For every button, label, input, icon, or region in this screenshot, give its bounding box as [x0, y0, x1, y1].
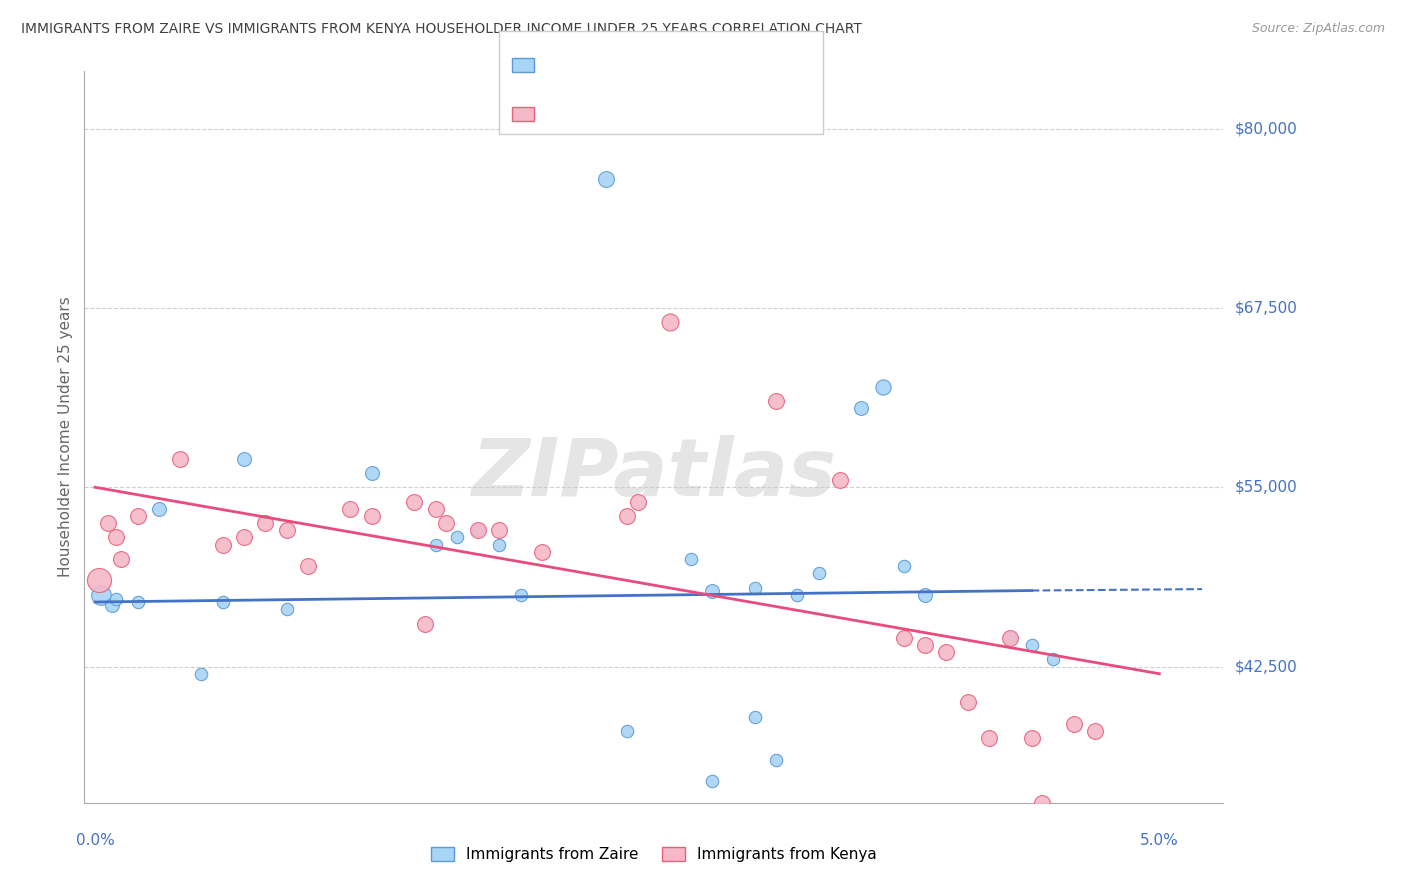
Point	[1031, 796, 1053, 810]
Text: R =: R =	[541, 51, 569, 65]
Point	[467, 524, 489, 538]
Point	[658, 315, 681, 329]
Point	[297, 559, 319, 574]
Point	[702, 774, 724, 789]
Legend: Immigrants from Zaire, Immigrants from Kenya: Immigrants from Zaire, Immigrants from K…	[425, 841, 883, 868]
Point	[627, 494, 650, 508]
Point	[276, 524, 298, 538]
Point	[488, 538, 510, 552]
Point	[935, 645, 957, 659]
Point	[101, 598, 124, 612]
Point	[509, 588, 531, 602]
Text: N =: N =	[657, 51, 686, 65]
Text: $42,500: $42,500	[1234, 659, 1298, 674]
Point	[467, 524, 489, 538]
Point	[127, 508, 149, 523]
Point	[148, 501, 170, 516]
Point	[233, 451, 256, 466]
Point	[339, 501, 361, 516]
Point	[488, 524, 510, 538]
Point	[851, 401, 873, 416]
Point	[1063, 717, 1085, 731]
Point	[434, 516, 457, 530]
Point	[1084, 724, 1107, 739]
Point	[413, 616, 436, 631]
Point	[1042, 652, 1064, 666]
Point	[914, 588, 936, 602]
Text: $55,000: $55,000	[1234, 480, 1298, 495]
Point	[110, 552, 132, 566]
Text: 5.0%: 5.0%	[1140, 833, 1178, 848]
Point	[97, 516, 120, 530]
Point	[425, 538, 447, 552]
Point	[425, 501, 447, 516]
Point	[914, 638, 936, 652]
Point	[744, 581, 766, 595]
Point	[90, 588, 112, 602]
Point	[531, 545, 554, 559]
Text: -0.474: -0.474	[591, 104, 645, 119]
Point	[446, 531, 468, 545]
Point	[233, 531, 256, 545]
Point	[254, 516, 277, 530]
Text: $80,000: $80,000	[1234, 121, 1298, 136]
Point	[211, 538, 233, 552]
Text: IMMIGRANTS FROM ZAIRE VS IMMIGRANTS FROM KENYA HOUSEHOLDER INCOME UNDER 25 YEARS: IMMIGRANTS FROM ZAIRE VS IMMIGRANTS FROM…	[21, 22, 862, 37]
Point	[127, 595, 149, 609]
Point	[765, 753, 787, 767]
Point	[1000, 631, 1022, 645]
Point	[105, 531, 128, 545]
Text: N =: N =	[657, 104, 686, 119]
Point	[211, 595, 233, 609]
Point	[977, 731, 1000, 746]
Point	[679, 552, 702, 566]
Text: 27: 27	[703, 104, 724, 119]
Y-axis label: Householder Income Under 25 years: Householder Income Under 25 years	[58, 297, 73, 577]
Point	[807, 566, 830, 581]
Point	[1021, 731, 1043, 746]
Point	[89, 574, 111, 588]
Point	[404, 494, 426, 508]
Point	[276, 602, 298, 616]
Point	[616, 508, 638, 523]
Point	[105, 592, 128, 607]
Point	[360, 466, 382, 480]
Point	[765, 394, 787, 409]
Text: 0.0%: 0.0%	[76, 833, 114, 848]
Point	[872, 380, 894, 394]
Point	[1021, 638, 1043, 652]
Point	[828, 473, 851, 487]
Point	[893, 559, 915, 574]
Point	[190, 666, 212, 681]
Text: $67,500: $67,500	[1234, 301, 1298, 316]
Point	[893, 631, 915, 645]
Point	[956, 695, 979, 709]
Point	[169, 451, 191, 466]
Point	[616, 724, 638, 739]
Text: Source: ZipAtlas.com: Source: ZipAtlas.com	[1251, 22, 1385, 36]
Text: ZIPatlas: ZIPatlas	[471, 434, 837, 513]
Point	[702, 583, 724, 598]
Point	[595, 172, 617, 186]
Text: R =: R =	[541, 104, 569, 119]
Point	[744, 710, 766, 724]
Point	[1000, 631, 1022, 645]
Point	[360, 508, 382, 523]
Text: 21: 21	[703, 51, 724, 65]
Point	[786, 588, 808, 602]
Text: 0.017: 0.017	[591, 51, 638, 65]
